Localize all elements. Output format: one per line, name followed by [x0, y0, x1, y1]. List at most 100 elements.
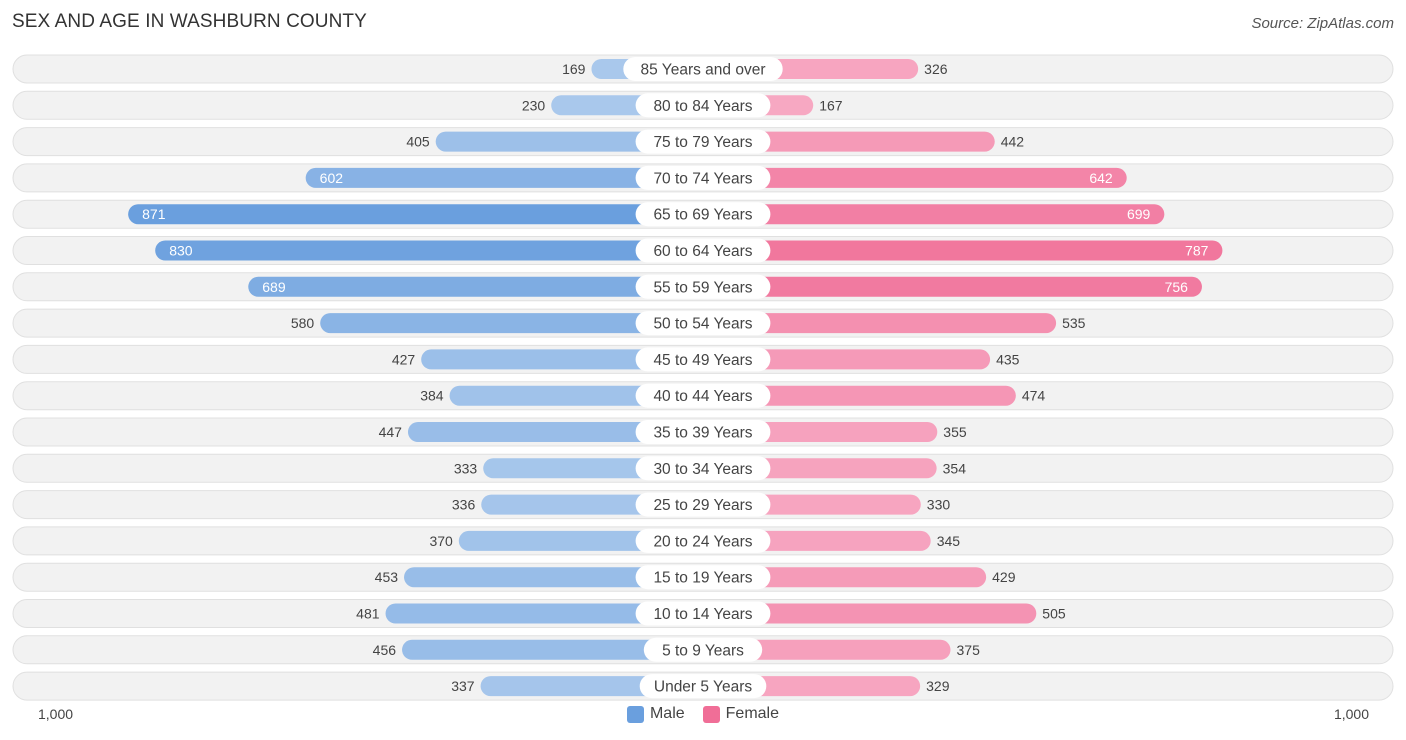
category-label: 25 to 29 Years: [653, 497, 752, 514]
category-label-background: [635, 202, 771, 227]
category-label: 55 to 59 Years: [653, 279, 752, 296]
value-label-male: 689: [262, 279, 286, 295]
legend-label-male: Male: [649, 705, 685, 722]
value-label-male: 453: [375, 569, 399, 585]
value-label-male: 456: [373, 642, 397, 658]
category-label: 50 to 54 Years: [653, 316, 752, 333]
category-label: Under 5 Years: [654, 679, 752, 696]
value-label-male: 481: [356, 606, 380, 622]
category-label: 60 to 64 Years: [653, 243, 752, 260]
value-label-female: 375: [957, 642, 981, 658]
category-label-background: [635, 565, 771, 590]
value-label-female: 756: [1165, 279, 1189, 295]
category-label-background: [635, 383, 771, 408]
value-label-male: 230: [522, 97, 546, 113]
value-label-female: 505: [1042, 606, 1066, 622]
legend-item-male[interactable]: Male: [626, 705, 685, 723]
category-label: 20 to 24 Years: [653, 533, 752, 550]
category-label: 35 to 39 Years: [653, 425, 752, 442]
value-label-female: 429: [992, 569, 1016, 585]
bar-female: [703, 385, 1016, 406]
bar-male: [435, 131, 703, 152]
bar-female: [703, 313, 1057, 334]
category-label-background: [635, 238, 771, 263]
chart-title: SEX AND AGE IN WASHBURN COUNTY: [12, 11, 367, 32]
category-label: 45 to 49 Years: [653, 352, 752, 369]
category-label-background: [635, 528, 771, 553]
category-label-background: [635, 311, 771, 336]
value-label-female: 435: [996, 351, 1020, 367]
category-label-background: [639, 674, 767, 699]
bar-female: [703, 131, 995, 152]
legend-swatch-male: [626, 705, 644, 723]
value-label-female: 474: [1022, 388, 1046, 404]
value-label-male: 370: [429, 533, 453, 549]
value-label-male: 169: [562, 61, 586, 77]
category-label-background: [635, 274, 771, 299]
category-label-background: [635, 93, 771, 118]
category-label-background: [635, 492, 771, 517]
category-label-background: [635, 420, 771, 444]
bar-male: [407, 422, 703, 442]
bar-male: [421, 349, 703, 370]
value-label-male: 602: [320, 170, 344, 186]
value-label-male: 580: [291, 315, 315, 331]
bar-male: [385, 603, 703, 624]
bar-male: [155, 240, 703, 261]
value-label-female: 642: [1089, 170, 1113, 186]
axis-right-label: 1,000: [1333, 706, 1369, 722]
bar-female: [703, 349, 991, 370]
value-label-male: 405: [406, 134, 430, 150]
source-label: Source: ZipAtlas.com: [1251, 15, 1394, 32]
value-label-male: 337: [451, 678, 475, 694]
bar-male: [402, 639, 703, 660]
bar-female: [703, 167, 1127, 188]
bar-female: [703, 204, 1165, 225]
category-label: 85 Years and over: [641, 62, 766, 79]
category-label-background: [635, 129, 771, 154]
value-label-female: 326: [924, 61, 948, 77]
bar-female: [703, 240, 1223, 261]
axis-left-label: 1,000: [38, 706, 74, 722]
category-label-background: [635, 165, 771, 190]
value-label-male: 447: [379, 424, 403, 440]
value-label-male: 871: [142, 206, 166, 222]
category-label-background: [623, 57, 783, 81]
bar-male: [320, 313, 703, 334]
category-label-background: [635, 456, 771, 481]
value-label-female: 535: [1062, 315, 1086, 331]
value-label-female: 699: [1127, 206, 1151, 222]
bar-female: [703, 276, 1202, 297]
value-label-female: 330: [927, 497, 951, 513]
category-label: 70 to 74 Years: [653, 170, 752, 187]
bar-female: [703, 639, 951, 660]
bar-female: [703, 603, 1037, 624]
value-label-male: 427: [392, 351, 416, 367]
bar-male: [404, 567, 703, 588]
category-label: 65 to 69 Years: [653, 207, 752, 224]
bar-male: [305, 167, 703, 188]
value-label-female: 354: [943, 460, 967, 476]
bar-male: [248, 276, 703, 297]
value-label-male: 333: [454, 460, 478, 476]
category-label: 80 to 84 Years: [653, 98, 752, 115]
value-label-female: 329: [926, 678, 950, 694]
category-label: 5 to 9 Years: [662, 642, 744, 659]
value-label-female: 355: [943, 424, 967, 440]
value-label-male: 336: [452, 497, 476, 513]
category-label: 40 to 44 Years: [653, 388, 752, 405]
category-label-background: [635, 601, 771, 626]
legend: Male Female: [0, 705, 1406, 723]
category-label: 75 to 79 Years: [653, 134, 752, 151]
value-label-female: 167: [819, 97, 843, 113]
category-label-background: [635, 347, 771, 372]
legend-swatch-female: [702, 705, 720, 723]
bar-female: [703, 567, 987, 588]
legend-item-female[interactable]: Female: [702, 705, 779, 723]
value-label-male: 384: [420, 388, 444, 404]
value-label-male: 830: [169, 243, 193, 259]
category-label: 10 to 14 Years: [653, 606, 752, 623]
category-label-background: [643, 637, 763, 662]
value-label-female: 442: [1001, 134, 1025, 150]
